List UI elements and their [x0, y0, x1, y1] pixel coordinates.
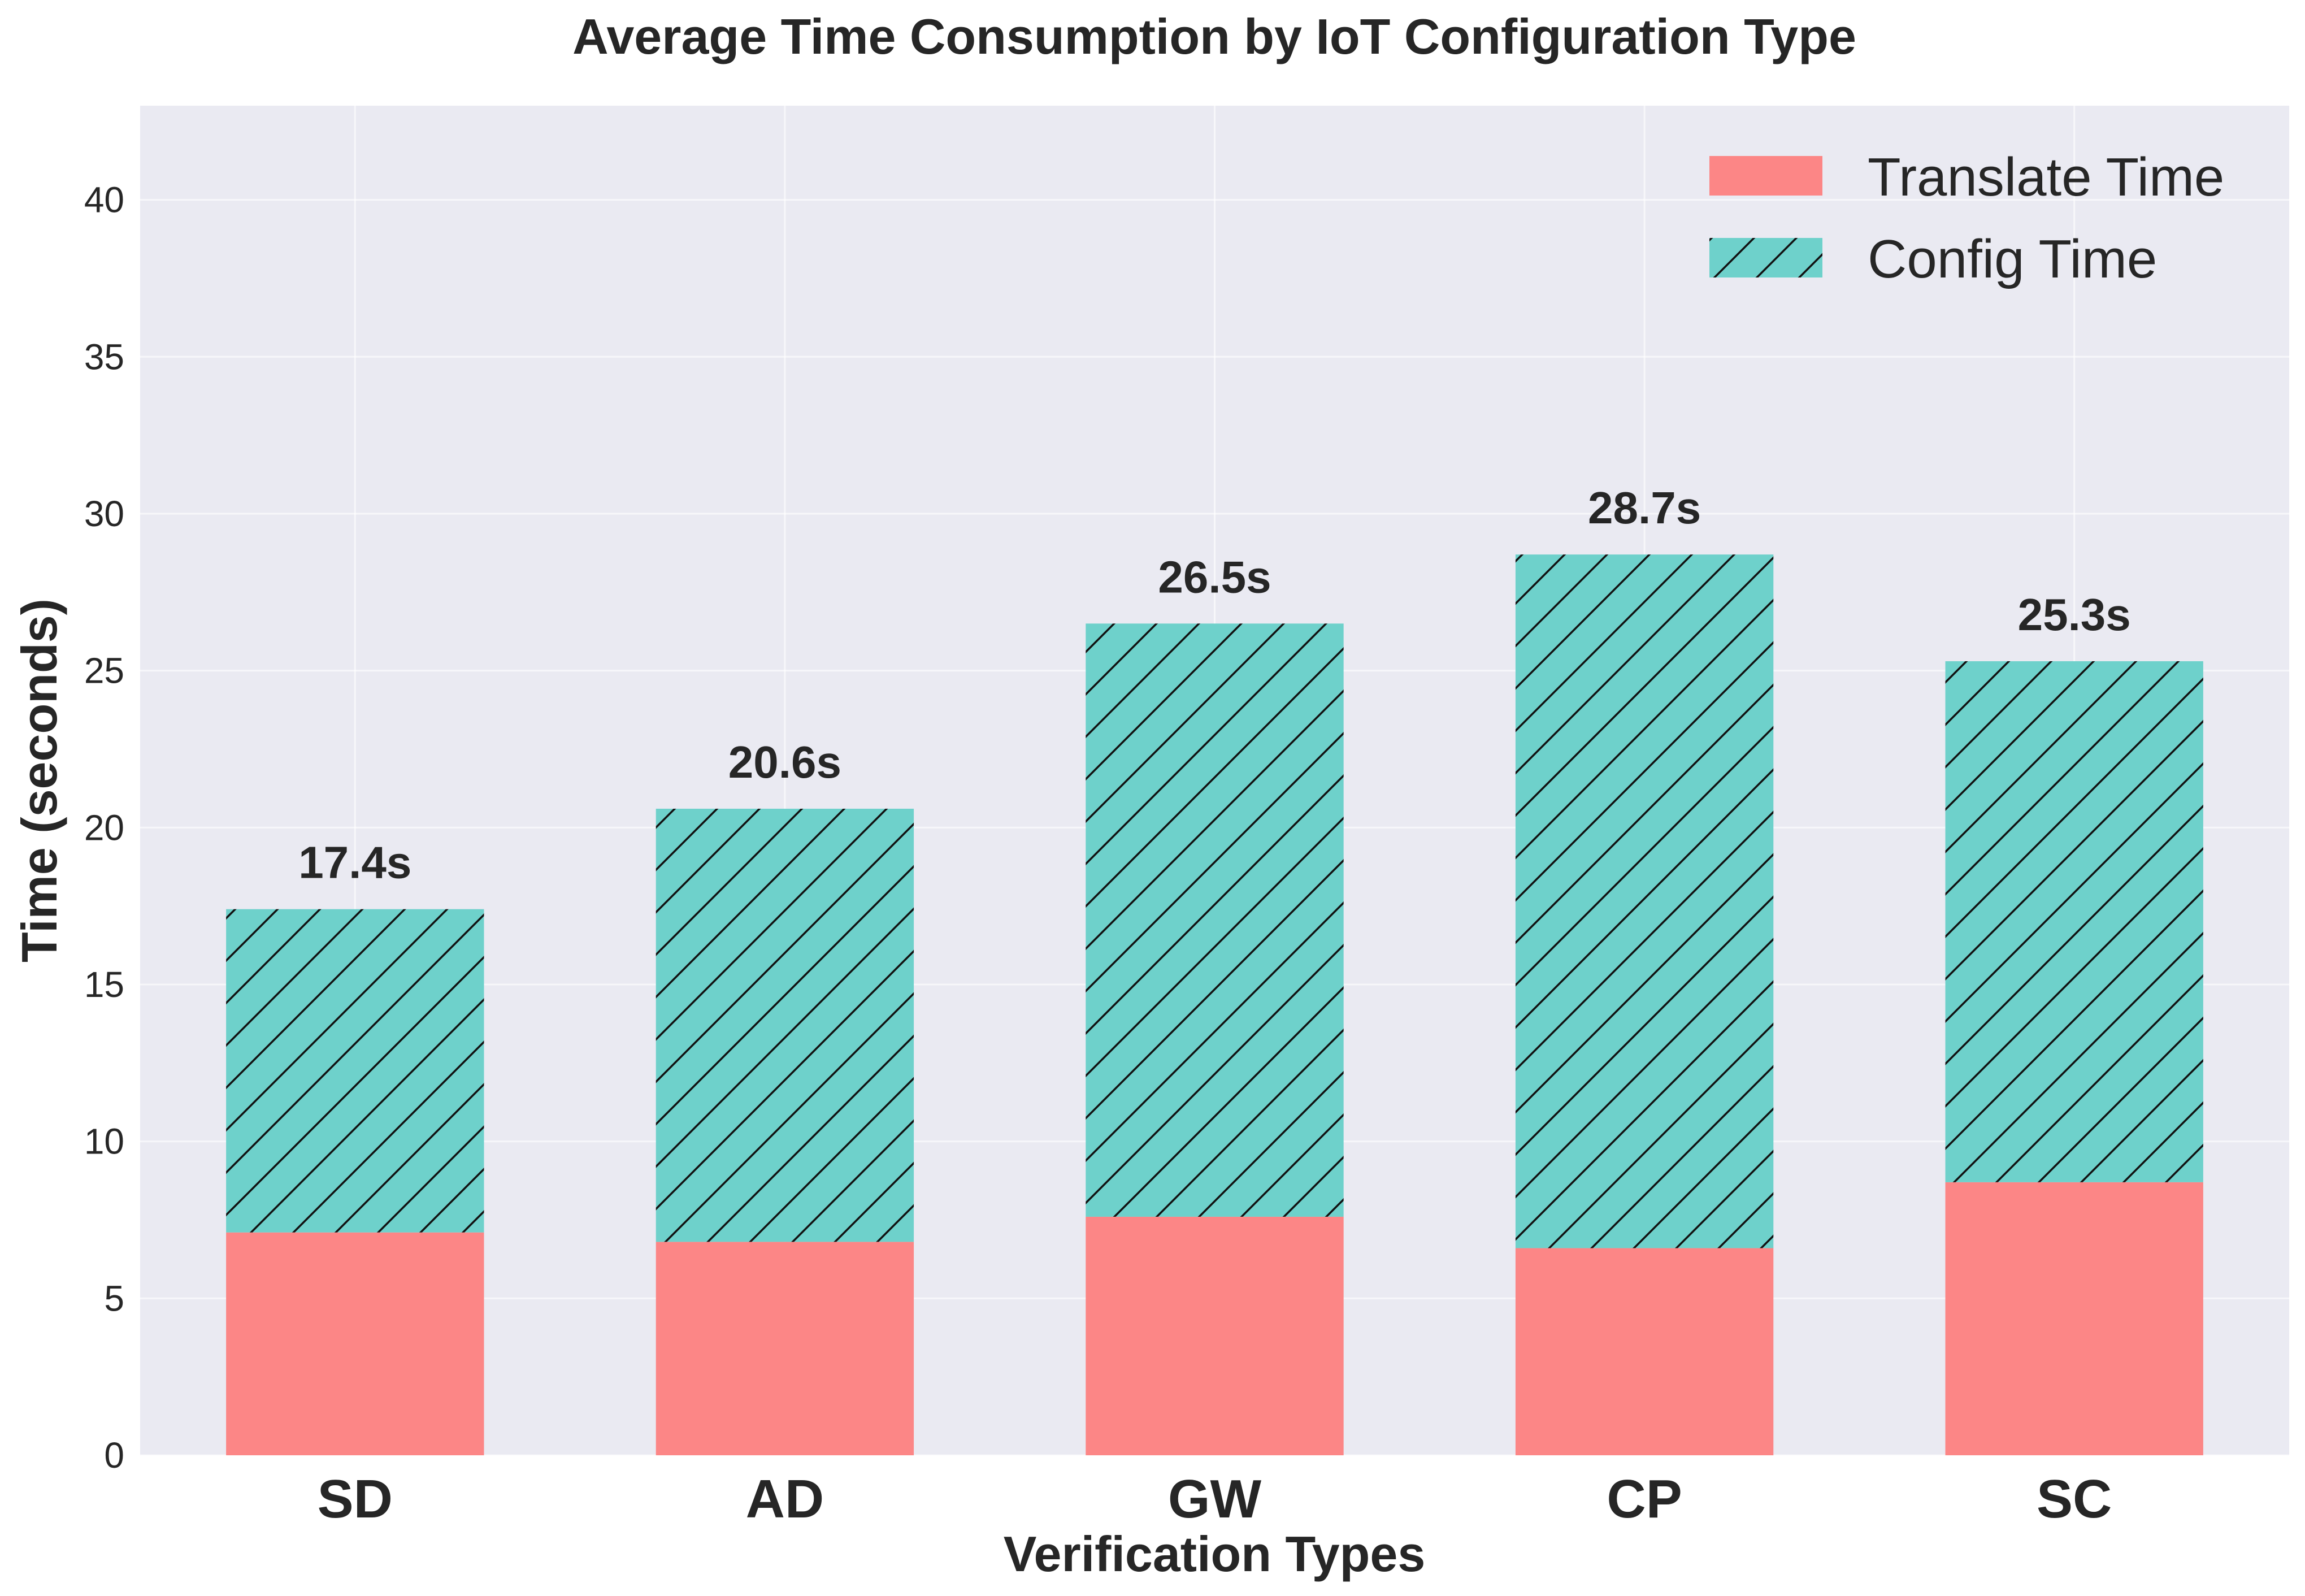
labels: 0 5 10 15 20 25 30 35 40 17.4s SD 20.6s AD 26.5s GW 28.…	[84, 180, 2131, 1529]
total-label-ad: 20.6s	[728, 737, 841, 787]
y-tick-label: 5	[104, 1278, 124, 1319]
x-tick-label-sc: SC	[2037, 1469, 2112, 1529]
y-tick-label: 25	[84, 650, 124, 691]
legend-label-config-time: Config Time	[1868, 229, 2157, 289]
y-tick-label: 10	[84, 1121, 124, 1162]
y-tick-label: 35	[84, 336, 124, 377]
legend-swatch-translate-time	[1709, 156, 1822, 196]
bar-translate-time-cp	[1515, 1248, 1774, 1455]
y-axis-label: Time (seconds)	[11, 598, 67, 962]
y-tick-label: 40	[84, 180, 124, 220]
bar-translate-time-ad	[656, 1242, 914, 1455]
bar-config-time-sd	[226, 909, 484, 1233]
y-tick-label: 15	[84, 964, 124, 1005]
bar-translate-time-gw	[1086, 1216, 1344, 1455]
x-axis-label: Verification Types	[1004, 1526, 1426, 1582]
x-tick-label-sd: SD	[318, 1469, 393, 1529]
legend-label-translate-time: Translate Time	[1868, 147, 2224, 207]
bar-config-time-gw	[1086, 623, 1344, 1217]
total-label-cp: 28.7s	[1588, 483, 1701, 533]
bar-translate-time-sd	[226, 1232, 484, 1455]
y-tick-label: 20	[84, 807, 124, 848]
x-tick-label-cp: CP	[1607, 1469, 1682, 1529]
chart-title: Average Time Consumption by IoT Configur…	[572, 8, 1856, 64]
total-label-sd: 17.4s	[298, 838, 411, 888]
legend: Translate Time Config Time	[1709, 147, 2224, 289]
total-label-gw: 26.5s	[1158, 552, 1271, 602]
legend-swatch-config-time	[1709, 238, 1822, 277]
y-tick-label: 30	[84, 493, 124, 534]
x-tick-label-gw: GW	[1168, 1469, 1262, 1529]
bar-config-time-cp	[1515, 554, 1774, 1248]
bar-config-time-sc	[1945, 661, 2203, 1182]
bar-translate-time-sc	[1945, 1182, 2203, 1455]
total-label-sc: 25.3s	[2018, 589, 2131, 640]
y-tick-label: 0	[104, 1435, 124, 1476]
x-tick-label-ad: AD	[746, 1469, 824, 1529]
bars	[226, 554, 2203, 1455]
bar-config-time-ad	[656, 808, 914, 1242]
